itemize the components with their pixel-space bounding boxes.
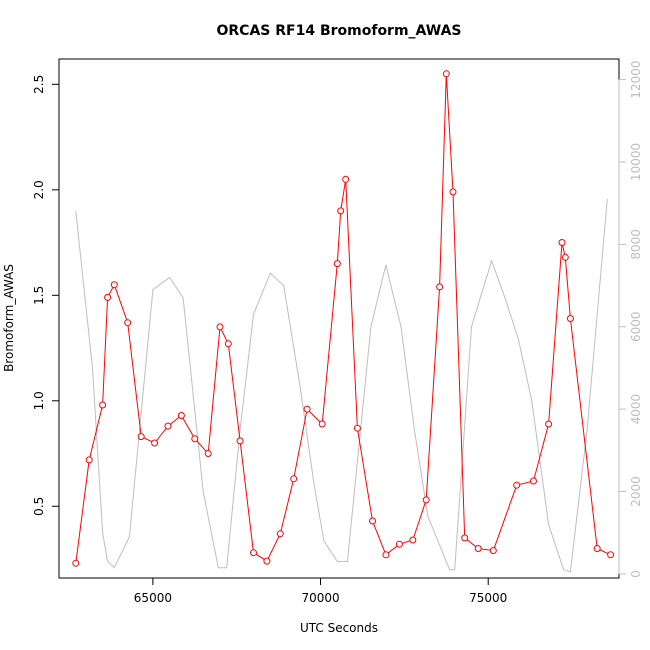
y2-tick-label: 12000: [629, 61, 643, 99]
series-line-left: [75, 73, 611, 564]
y2-tick-label: 8000: [629, 229, 643, 260]
data-point: [224, 340, 232, 348]
data-point: [607, 551, 615, 559]
data-point: [276, 530, 284, 538]
data-point: [530, 477, 537, 485]
data-point: [353, 424, 361, 432]
data-point: [369, 517, 376, 525]
y2-tick-label: 2000: [629, 476, 643, 507]
data-point: [333, 260, 341, 268]
data-point: [558, 239, 566, 246]
data-point: [303, 405, 311, 413]
data-point: [409, 536, 417, 544]
y-axis-left: 0.5 1.0 1.5 2.0 2.5: [32, 75, 60, 516]
y-tick-label: 2.0: [32, 180, 46, 199]
data-point: [342, 175, 350, 183]
data-point: [489, 547, 497, 555]
x-tick-label: 75000: [469, 591, 507, 605]
y2-tick-label: 0: [629, 570, 643, 578]
y-axis-label: Bromoform_AWAS: [2, 264, 16, 372]
data-point: [436, 283, 444, 291]
data-point: [382, 551, 390, 559]
data-point: [263, 557, 271, 565]
data-point: [104, 293, 112, 301]
data-point: [593, 545, 601, 552]
series-line-right: [75, 198, 608, 573]
data-point: [191, 435, 199, 443]
y-tick-label: 0.5: [32, 497, 46, 516]
x-tick-label: 70000: [301, 591, 339, 605]
data-point: [216, 323, 224, 331]
y2-tick-label: 10000: [629, 143, 643, 181]
data-point: [513, 481, 521, 489]
x-axis: 65000 70000 75000: [134, 577, 507, 605]
plot-box: [58, 58, 620, 579]
data-point: [395, 540, 403, 548]
series-layer: [72, 70, 615, 573]
data-point: [72, 559, 80, 567]
data-point: [337, 207, 345, 215]
y-tick-label: 1.0: [32, 391, 46, 410]
data-point: [449, 188, 457, 196]
y2-tick-label: 6000: [629, 311, 643, 342]
data-point: [422, 496, 430, 504]
data-point: [124, 319, 132, 327]
data-point: [474, 545, 482, 552]
data-point: [177, 412, 185, 419]
data-point: [566, 315, 574, 322]
data-point: [545, 420, 553, 428]
data-point: [164, 422, 172, 430]
data-point: [290, 475, 298, 483]
data-point: [461, 534, 469, 542]
y-axis-right: 0 2000 4000 6000 8000 10000 12000: [618, 61, 643, 578]
data-point: [110, 281, 118, 289]
y-tick-label: 2.5: [32, 75, 46, 94]
x-tick-label: 65000: [134, 591, 172, 605]
data-point: [85, 456, 93, 464]
data-point: [318, 420, 326, 428]
data-point: [236, 437, 244, 445]
data-point: [204, 450, 212, 457]
data-point: [137, 433, 145, 441]
y2-tick-label: 4000: [629, 394, 643, 425]
chart-title: ORCAS RF14 Bromoform_AWAS: [217, 23, 462, 39]
y-tick-label: 1.5: [32, 286, 46, 305]
data-point: [250, 549, 257, 557]
data-point: [99, 401, 107, 409]
data-point: [151, 439, 159, 447]
data-point: [442, 70, 450, 78]
x-axis-label: UTC Seconds: [300, 621, 378, 635]
data-point: [561, 253, 569, 261]
